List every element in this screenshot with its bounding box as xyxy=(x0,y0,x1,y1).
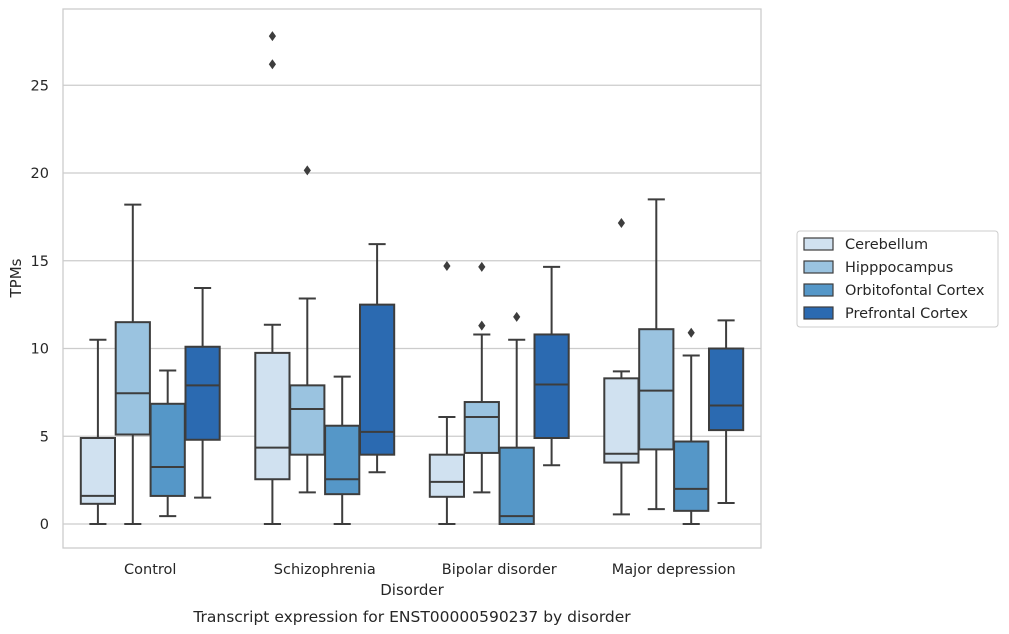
box-hipppocampus xyxy=(114,203,151,525)
legend-label: Cerebellum xyxy=(845,237,928,253)
box-prefrontal-cortex xyxy=(707,319,745,504)
box-prefrontal-cortex xyxy=(358,243,396,474)
legend-frame xyxy=(796,230,999,328)
x-axis-label: Disorder xyxy=(380,581,444,599)
legend-label: Orbitofontal Cortex xyxy=(845,283,985,299)
box-body xyxy=(149,402,186,497)
box-body xyxy=(463,401,500,454)
box-cerebellum xyxy=(603,218,640,516)
outlier-point xyxy=(617,218,625,229)
box-hipppocampus xyxy=(463,261,500,494)
box-body xyxy=(184,345,221,441)
y-axis-label: TPMs xyxy=(7,258,25,298)
box-body xyxy=(79,437,117,505)
x-tick-label: Bipolar disorder xyxy=(442,562,557,578)
box-body xyxy=(324,424,361,496)
y-tick-label: 15 xyxy=(31,254,49,270)
box-prefrontal-cortex xyxy=(184,286,221,499)
x-tick-label: Control xyxy=(124,562,176,578)
y-tick-label: 20 xyxy=(31,166,49,182)
legend-label: Prefrontal Cortex xyxy=(845,306,968,322)
outlier-point xyxy=(268,59,276,70)
x-tick-label: Schizophrenia xyxy=(274,562,376,578)
box-orbitofontal-cortex xyxy=(149,369,186,518)
legend-swatch xyxy=(803,283,834,297)
legend-label: Hipppocampus xyxy=(845,260,953,276)
legend-swatch xyxy=(803,306,834,320)
box-body xyxy=(114,321,151,436)
box-body xyxy=(254,351,291,481)
box-body xyxy=(707,347,745,432)
outlier-point xyxy=(443,261,451,272)
outlier-point xyxy=(478,320,486,331)
box-orbitofontal-cortex xyxy=(673,327,710,525)
box-prefrontal-cortex xyxy=(533,265,570,467)
box-body xyxy=(358,303,396,456)
outlier-point xyxy=(513,311,521,322)
legend-swatch xyxy=(803,237,834,251)
y-tick-label: 10 xyxy=(31,342,49,358)
plot-frame xyxy=(62,8,762,549)
legend-swatch xyxy=(803,260,834,274)
y-tick-label: 25 xyxy=(31,78,49,94)
box-hipppocampus xyxy=(289,165,326,494)
box-body xyxy=(603,377,640,464)
box-cerebellum xyxy=(428,261,466,525)
y-tick-label: 5 xyxy=(40,429,49,445)
box-body xyxy=(533,333,570,440)
outlier-point xyxy=(687,327,695,338)
chart-caption: Transcript expression for ENST0000059023… xyxy=(192,608,631,626)
box-body xyxy=(673,440,710,512)
outlier-point xyxy=(478,261,486,272)
box-body xyxy=(638,328,675,451)
y-tick-labels: 0 5 10 15 20 25 xyxy=(31,78,49,533)
box-hipppocampus xyxy=(638,198,675,511)
box-body xyxy=(428,453,466,498)
legend: Cerebellum Hipppocampus Orbitofontal Corte… xyxy=(796,230,999,328)
outlier-point xyxy=(303,165,311,176)
box-cerebellum xyxy=(79,338,117,525)
y-tick-label: 0 xyxy=(40,517,49,533)
box-groups xyxy=(79,31,745,525)
box-body xyxy=(498,446,535,525)
box-cerebellum xyxy=(254,31,291,525)
box-body xyxy=(289,384,326,456)
x-tick-label: Major depression xyxy=(612,562,736,578)
outlier-point xyxy=(268,31,276,42)
box-orbitofontal-cortex xyxy=(498,311,535,525)
box-orbitofontal-cortex xyxy=(324,375,361,525)
x-tick-labels: Control Schizophrenia Bipolar disorder Majo… xyxy=(124,562,736,578)
